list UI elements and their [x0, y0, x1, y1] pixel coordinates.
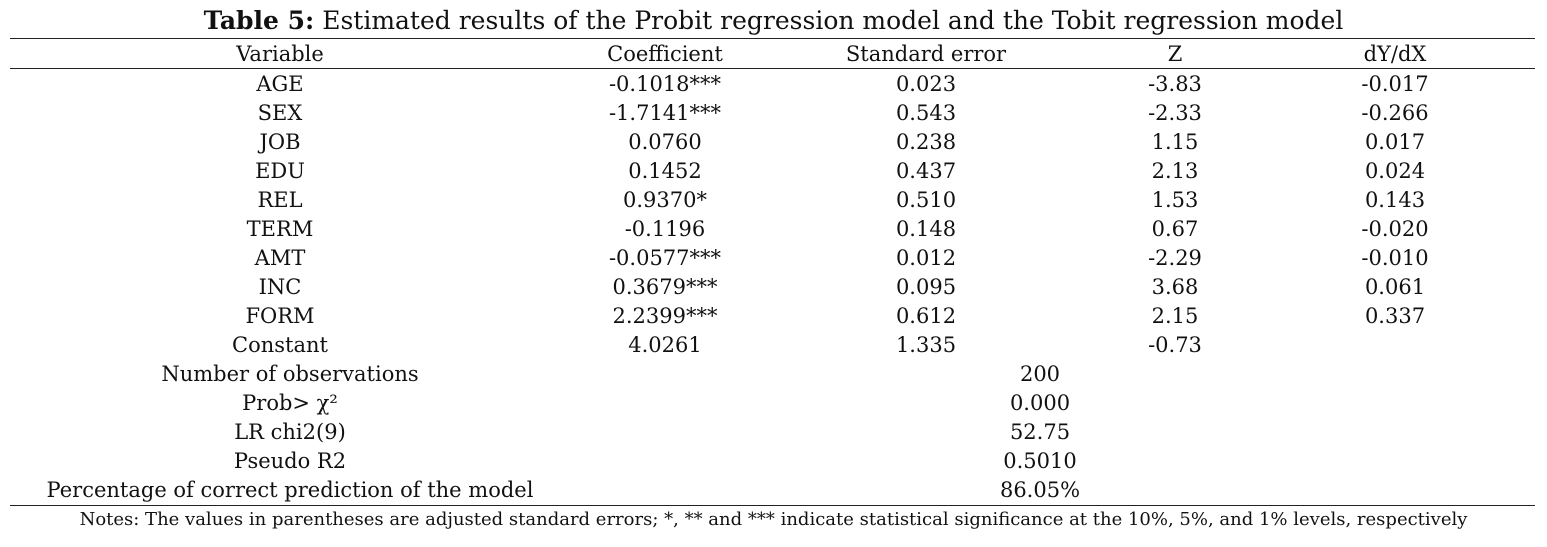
variable-cell: AGE: [256, 72, 304, 96]
dydx-cell: -0.017: [1361, 72, 1429, 96]
dydx-cell: 0.017: [1364, 130, 1426, 154]
z-cell: 3.68: [1151, 275, 1199, 299]
std-error-cell: 0.095: [895, 275, 957, 299]
top-rule: [10, 38, 1535, 39]
stat-row: Percentage of correct prediction of the …: [0, 476, 1547, 505]
std-error-cell: 0.148: [895, 217, 957, 241]
dydx-cell: 0.143: [1364, 188, 1426, 212]
dydx-cell: 0.061: [1364, 275, 1426, 299]
table-row: SEX -1.7141*** 0.543 -2.33 -0.266: [0, 99, 1547, 128]
z-cell: -2.33: [1148, 101, 1202, 125]
header-rule: [10, 68, 1535, 69]
coefficient-cell: 4.0261: [628, 333, 702, 357]
coefficient-cell: 2.2399***: [612, 304, 718, 328]
coefficient-cell: 0.9370*: [623, 188, 707, 212]
table-row: Constant 4.0261 1.335 -0.73: [0, 331, 1547, 360]
z-cell: -0.73: [1148, 333, 1202, 357]
dydx-cell: 0.024: [1364, 159, 1426, 183]
table-notes: Notes: The values in parentheses are adj…: [79, 509, 1468, 530]
header-coefficient: Coefficient: [607, 42, 723, 66]
std-error-cell: 0.012: [895, 246, 957, 270]
coefficient-cell: 0.0760: [628, 130, 702, 154]
std-error-cell: 0.238: [895, 130, 957, 154]
std-error-cell: 0.510: [895, 188, 957, 212]
header-dydx: dY/dX: [1363, 42, 1427, 66]
table-row: INC 0.3679*** 0.095 3.68 0.061: [0, 273, 1547, 302]
variable-cell: REL: [257, 188, 303, 212]
stat-label: Pseudo R2: [233, 449, 347, 473]
stat-row: Number of observations 200: [0, 360, 1547, 389]
header-variable: Variable: [236, 42, 324, 66]
z-cell: 1.53: [1151, 188, 1199, 212]
coefficient-cell: -0.1196: [624, 217, 706, 241]
variable-cell: SEX: [257, 101, 303, 125]
table-row: AMT -0.0577*** 0.012 -2.29 -0.010: [0, 244, 1547, 273]
coefficient-cell: 0.1452: [628, 159, 702, 183]
variable-cell: JOB: [259, 130, 301, 154]
stat-value: 86.05%: [999, 478, 1081, 502]
variable-cell: AMT: [254, 246, 306, 270]
dydx-cell: -0.266: [1361, 101, 1429, 125]
stat-label: Percentage of correct prediction of the …: [46, 478, 534, 502]
z-cell: 2.15: [1151, 304, 1199, 328]
coefficient-cell: -0.1018***: [608, 72, 722, 96]
std-error-cell: 0.543: [895, 101, 957, 125]
header-z: Z: [1167, 42, 1183, 66]
bottom-rule: [10, 505, 1535, 506]
coefficient-cell: -0.0577***: [608, 246, 722, 270]
table-row: TERM -0.1196 0.148 0.67 -0.020: [0, 215, 1547, 244]
z-cell: -2.29: [1148, 246, 1202, 270]
table-row: FORM 2.2399*** 0.612 2.15 0.337: [0, 302, 1547, 331]
stat-value: 0.5010: [1003, 449, 1077, 473]
table-row: AGE -0.1018*** 0.023 -3.83 -0.017: [0, 70, 1547, 99]
stat-label: Prob> χ²: [242, 391, 338, 415]
z-cell: 0.67: [1151, 217, 1199, 241]
table-title-label: Table 5:: [203, 6, 315, 35]
stat-label: LR chi2(9): [234, 420, 346, 444]
coefficient-cell: -1.7141***: [608, 101, 722, 125]
std-error-cell: 0.437: [895, 159, 957, 183]
variable-cell: INC: [258, 275, 302, 299]
z-cell: 1.15: [1151, 130, 1199, 154]
stat-value: 200: [1019, 362, 1061, 386]
stat-value: 0.000: [1009, 391, 1071, 415]
stat-label: Number of observations: [161, 362, 419, 386]
stat-row: Prob> χ² 0.000: [0, 389, 1547, 418]
std-error-cell: 0.612: [895, 304, 957, 328]
table-row: REL 0.9370* 0.510 1.53 0.143: [0, 186, 1547, 215]
dydx-cell: [1325, 331, 1465, 360]
stat-row: Pseudo R2 0.5010: [0, 447, 1547, 476]
stat-value: 52.75: [1009, 420, 1071, 444]
table-title-text: Estimated results of the Probit regressi…: [322, 6, 1344, 35]
z-cell: -3.83: [1148, 72, 1202, 96]
header-standard-error: Standard error: [845, 42, 1007, 66]
dydx-cell: 0.337: [1364, 304, 1426, 328]
std-error-cell: 0.023: [895, 72, 957, 96]
coefficient-cell: 0.3679***: [612, 275, 718, 299]
stat-row: LR chi2(9) 52.75: [0, 418, 1547, 447]
header-row: Variable Coefficient Standard error Z dY…: [0, 40, 1547, 69]
variable-cell: TERM: [246, 217, 314, 241]
z-cell: 2.13: [1151, 159, 1199, 183]
variable-cell: EDU: [255, 159, 305, 183]
table-row: JOB 0.0760 0.238 1.15 0.017: [0, 128, 1547, 157]
variable-cell: FORM: [245, 304, 315, 328]
dydx-cell: -0.010: [1361, 246, 1429, 270]
table-title: Table 5: Estimated results of the Probit…: [0, 6, 1547, 36]
variable-cell: Constant: [232, 333, 328, 357]
std-error-cell: 1.335: [895, 333, 957, 357]
dydx-cell: -0.020: [1361, 217, 1429, 241]
table-row: EDU 0.1452 0.437 2.13 0.024: [0, 157, 1547, 186]
